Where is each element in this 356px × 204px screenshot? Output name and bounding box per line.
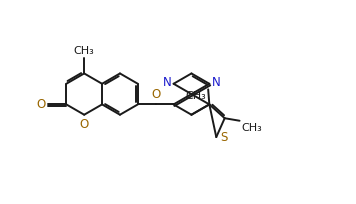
Text: N: N [212,76,220,90]
Text: N: N [162,76,171,90]
Text: CH₃: CH₃ [241,123,262,133]
Text: O: O [151,88,160,101]
Text: CH₃: CH₃ [74,46,95,56]
Text: O: O [36,98,46,111]
Text: CH₃: CH₃ [186,91,206,101]
Text: O: O [80,118,89,131]
Text: S: S [220,131,227,144]
